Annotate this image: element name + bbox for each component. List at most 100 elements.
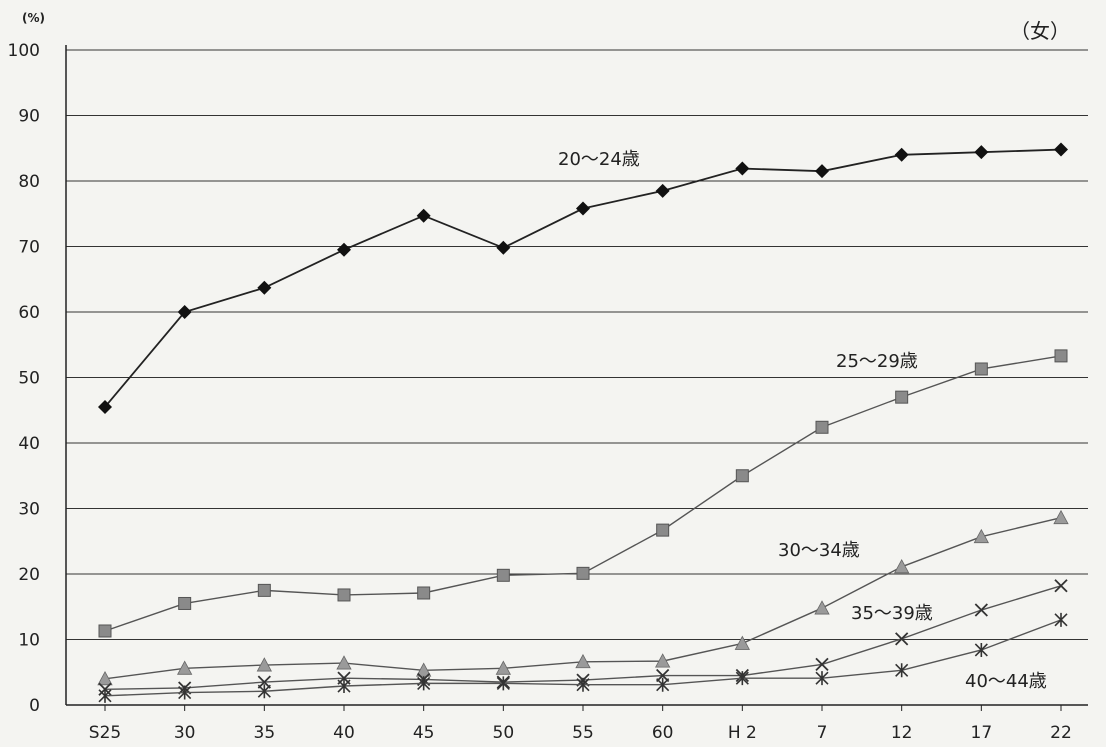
- y-tick-label: 100: [8, 41, 40, 61]
- x-tick-label: 45: [413, 723, 435, 743]
- data-point: [98, 688, 112, 703]
- data-point: [178, 596, 192, 610]
- data-point: [496, 240, 511, 255]
- chart-title: （女）: [1010, 19, 1070, 43]
- data-point: [973, 528, 990, 544]
- data-point: [895, 390, 909, 404]
- y-tick-labels: 0 10 20 30 40 50 60 70 80 90 100: [8, 41, 40, 716]
- data-point: [815, 164, 829, 179]
- data-point: [257, 675, 271, 689]
- data-point: [893, 558, 910, 574]
- data-point: [98, 624, 112, 638]
- data-point: [895, 663, 909, 678]
- data-point: [256, 657, 273, 672]
- y-tick-label: 60: [18, 303, 40, 323]
- series-label: 30～34歳: [778, 540, 860, 561]
- data-point: [257, 280, 272, 295]
- data-point: [177, 305, 192, 319]
- x-tick-label: 7: [817, 723, 828, 743]
- data-point: [417, 586, 431, 600]
- data-point: [576, 677, 590, 692]
- series-labels: 20～24歳 25～29歳 30～34歳 35～39歳 40～44歳: [558, 149, 1047, 692]
- x-tick-label: 55: [572, 723, 594, 743]
- y-tick-label: 0: [29, 696, 40, 716]
- x-tick-labels: S25 30 35 40 45 50 55 60 H 2 7 12 17 22: [89, 723, 1072, 743]
- data-point: [815, 671, 829, 686]
- data-point: [735, 671, 749, 686]
- series-line: [104, 355, 1062, 632]
- x-tick-label: 40: [333, 723, 355, 743]
- data-point: [178, 685, 192, 700]
- data-point: [654, 653, 671, 668]
- data-point: [815, 420, 829, 434]
- x-tick-label: 30: [174, 723, 196, 743]
- data-point: [576, 201, 590, 216]
- data-point: [416, 208, 431, 223]
- data-point: [1054, 142, 1068, 157]
- data-point: [1054, 579, 1068, 593]
- data-point: [894, 147, 909, 162]
- y-tick-label: 10: [18, 631, 40, 651]
- data-point: [495, 660, 512, 675]
- series-label: 25～29歳: [836, 351, 918, 372]
- y-tick-label: 30: [18, 500, 40, 520]
- y-tick-label: 20: [18, 565, 40, 585]
- x-tick-label: 22: [1050, 723, 1072, 743]
- data-point: [97, 670, 113, 686]
- grid-lines: [66, 49, 1088, 640]
- x-tick-label: 17: [971, 723, 993, 743]
- y-unit-label: (%): [22, 11, 45, 25]
- data-point: [655, 183, 670, 198]
- y-tick-label: 80: [18, 172, 40, 192]
- series-line: [104, 585, 1062, 690]
- data-point: [656, 523, 670, 537]
- data-point: [336, 655, 352, 670]
- data-point: [895, 632, 909, 646]
- data-point: [98, 399, 112, 414]
- data-point: [974, 603, 988, 617]
- x-tick-label: 50: [493, 723, 515, 743]
- y-tick-label: 70: [18, 238, 40, 258]
- data-point: [337, 588, 351, 602]
- data-point: [257, 684, 271, 699]
- series-group: [97, 142, 1069, 703]
- data-point: [575, 653, 591, 669]
- data-point: [735, 161, 750, 176]
- data-point: [257, 583, 271, 597]
- data-point: [974, 362, 988, 376]
- y-tick-label: 50: [18, 369, 40, 389]
- data-point: [656, 668, 670, 683]
- data-point: [815, 657, 829, 672]
- data-point: [337, 679, 351, 694]
- y-tick-label: 40: [18, 434, 40, 454]
- data-point: [656, 677, 670, 692]
- data-point: [974, 642, 988, 657]
- data-point: [974, 145, 989, 160]
- data-point: [735, 469, 749, 483]
- series-triangle: [97, 509, 1069, 686]
- y-tick-label: 90: [18, 107, 40, 127]
- data-point: [496, 676, 510, 691]
- series-label: 20～24歳: [558, 149, 640, 170]
- x-tick-label: 35: [254, 723, 276, 743]
- data-point: [496, 568, 510, 582]
- data-point: [415, 662, 432, 677]
- x-tick-label: S25: [89, 723, 121, 743]
- data-point: [576, 566, 590, 580]
- series-label: 35～39歳: [851, 603, 933, 624]
- series-diamond: [98, 142, 1068, 414]
- data-point: [176, 660, 193, 675]
- series-star: [98, 612, 1068, 703]
- data-point: [734, 635, 751, 650]
- x-tick-label: H 2: [728, 723, 757, 743]
- data-point: [814, 600, 830, 615]
- data-point: [1054, 349, 1068, 363]
- data-point: [1054, 612, 1068, 627]
- x-tick-label: 60: [652, 723, 674, 743]
- x-tick-label: 12: [891, 723, 913, 743]
- data-point: [1053, 509, 1069, 525]
- series-square: [98, 349, 1068, 638]
- data-point: [417, 676, 431, 691]
- data-point: [337, 242, 351, 257]
